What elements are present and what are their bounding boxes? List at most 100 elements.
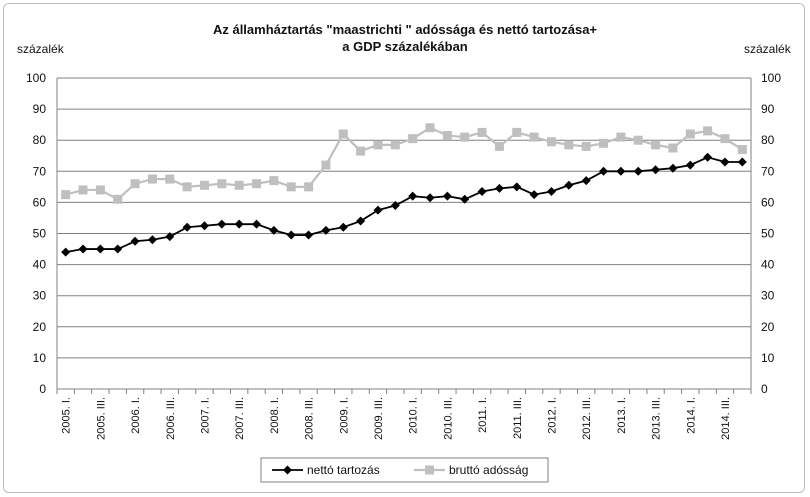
- data-point: [616, 166, 626, 176]
- data-point: [147, 174, 157, 184]
- data-point: [442, 191, 452, 201]
- y-tick-label-right: 60: [761, 195, 775, 209]
- y-tick-label-right: 90: [761, 102, 775, 116]
- data-point: [703, 126, 713, 136]
- data-point: [460, 194, 470, 204]
- x-tick-label: 2008. III.: [304, 397, 316, 440]
- y-tick-label-left: 0: [39, 382, 46, 396]
- y-tick-label-right: 0: [761, 382, 768, 396]
- y-axis-label-left: százalék: [17, 42, 64, 56]
- series-line: [65, 156, 743, 254]
- data-point: [390, 201, 400, 211]
- chart-title-line-2: a GDP százalékában: [342, 39, 468, 54]
- data-point: [425, 193, 435, 203]
- x-tick-label: 2014. I.: [685, 397, 697, 434]
- data-point: [460, 132, 470, 142]
- x-tick-label: 2011. III.: [512, 397, 524, 439]
- x-tick-label: 2007. III.: [234, 397, 246, 440]
- data-point: [130, 179, 140, 189]
- data-point: [408, 191, 418, 201]
- data-point: [199, 221, 209, 231]
- data-point: [252, 179, 262, 189]
- data-point: [616, 132, 626, 142]
- data-point: [304, 182, 314, 192]
- data-point: [581, 141, 591, 151]
- y-tick-label-right: 70: [761, 164, 775, 178]
- data-point: [546, 137, 556, 147]
- x-tick-label: 2013. I.: [616, 397, 628, 434]
- data-point: [373, 205, 383, 215]
- data-point: [668, 143, 678, 153]
- data-point: [529, 190, 539, 200]
- data-point: [703, 152, 713, 162]
- y-tick-label-left: 100: [26, 71, 46, 85]
- x-tick-label: 2014. III.: [720, 397, 732, 440]
- y-tick-label-right: 100: [761, 71, 781, 85]
- data-point: [95, 244, 105, 254]
- data-point: [217, 219, 227, 229]
- x-tick-label: 2011. I.: [477, 397, 489, 433]
- x-tick-label: 2007. I.: [199, 397, 211, 434]
- data-point: [269, 225, 279, 235]
- data-point: [442, 131, 452, 141]
- y-tick-label-right: 20: [761, 320, 775, 334]
- data-point: [321, 160, 331, 170]
- x-tick-label: 2005. I.: [61, 397, 73, 434]
- data-point: [61, 247, 71, 257]
- data-point: [425, 123, 435, 133]
- y-tick-label-right: 40: [761, 258, 775, 272]
- x-tick-label: 2008. I.: [269, 397, 281, 434]
- data-point: [720, 134, 730, 144]
- data-point: [651, 165, 661, 175]
- data-point: [477, 187, 487, 197]
- data-point: [286, 230, 296, 240]
- y-tick-label-right: 80: [761, 133, 775, 147]
- chart-frame: [3, 3, 805, 493]
- chart-title: Az államháztartás "maastrichti " adósság…: [0, 21, 810, 55]
- data-point: [113, 244, 123, 254]
- data-point: [217, 179, 227, 189]
- data-point: [130, 236, 140, 246]
- x-tick-label: 2010. I.: [408, 397, 420, 434]
- data-point: [78, 244, 88, 254]
- data-point: [147, 235, 157, 245]
- data-point: [564, 180, 574, 190]
- y-tick-label-left: 60: [33, 195, 47, 209]
- data-point: [286, 182, 296, 192]
- chart-title-line-1: Az államháztartás "maastrichti " adósság…: [212, 22, 598, 37]
- legend-marker-netto: [283, 465, 292, 475]
- data-point: [304, 230, 314, 240]
- data-point: [546, 187, 556, 197]
- x-tick-label: 2012. III.: [581, 397, 593, 440]
- data-point: [477, 127, 487, 137]
- data-point: [668, 163, 678, 173]
- data-point: [529, 132, 539, 142]
- data-point: [61, 190, 71, 200]
- y-tick-label-left: 40: [33, 258, 47, 272]
- data-point: [633, 135, 643, 145]
- data-point: [564, 140, 574, 150]
- y-tick-label-left: 80: [33, 133, 47, 147]
- data-point: [321, 225, 331, 235]
- data-point: [95, 185, 105, 195]
- data-point: [633, 166, 643, 176]
- data-point: [234, 219, 244, 229]
- y-tick-label-left: 30: [33, 289, 47, 303]
- legend-box: [260, 457, 549, 483]
- data-point: [737, 157, 747, 167]
- data-point: [182, 222, 192, 232]
- data-point: [651, 140, 661, 150]
- data-point: [685, 160, 695, 170]
- data-point: [494, 183, 504, 193]
- legend-label-netto: nettó tartozás: [307, 463, 380, 477]
- data-point: [737, 145, 747, 155]
- data-point: [356, 146, 366, 156]
- x-tick-label: 2010. III.: [442, 397, 454, 440]
- data-point: [199, 180, 209, 190]
- data-point: [581, 176, 591, 186]
- x-tick-label: 2006. I.: [130, 397, 142, 434]
- x-tick-label: 2012. I.: [546, 397, 558, 434]
- data-point: [390, 140, 400, 150]
- data-point: [356, 216, 366, 226]
